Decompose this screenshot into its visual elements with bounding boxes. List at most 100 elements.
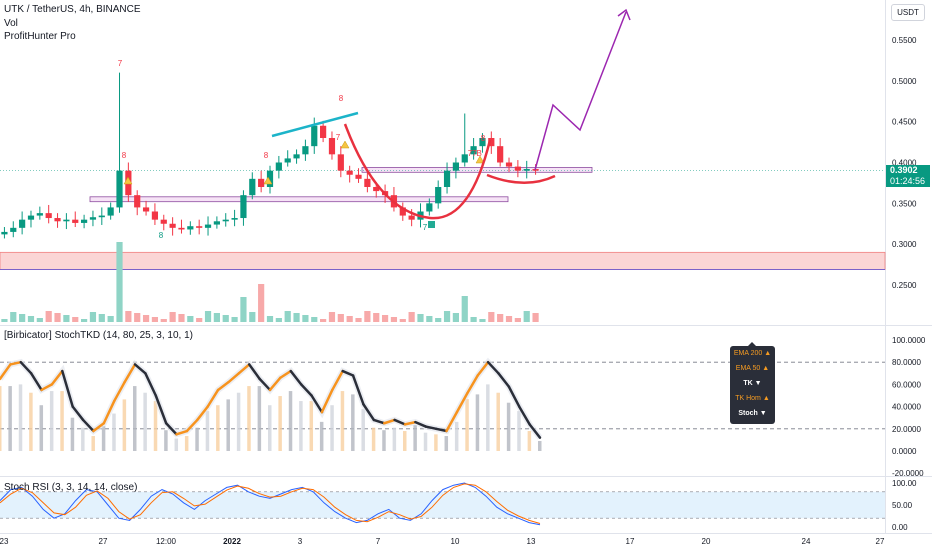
stoch-tick-label: -20.0000: [892, 469, 924, 478]
candle: [134, 195, 141, 208]
volume-bar: [399, 319, 406, 322]
price-tick-label: 0.4000: [892, 159, 917, 168]
volume-bar: [169, 312, 176, 322]
stoch-line-segment: [476, 360, 490, 377]
volume-bar: [98, 314, 105, 322]
volume-bar: [497, 314, 504, 322]
popup-tk: TK ▼: [743, 380, 762, 387]
stoch-line-segment: [61, 369, 74, 408]
stoch-line-segment: [372, 418, 386, 425]
candle: [63, 219, 70, 222]
volume-bar: [390, 317, 398, 322]
candle: [505, 162, 513, 167]
volume-bar: [151, 317, 159, 322]
candle: [443, 170, 451, 187]
stoch-line-segment: [434, 427, 448, 433]
candle: [426, 203, 433, 212]
stoch-histogram-bar: [392, 427, 397, 451]
stoch-line-segment: [517, 405, 531, 426]
stoch-line-segment: [19, 360, 33, 375]
volume-bar: [249, 312, 256, 322]
stoch-histogram-bar: [268, 405, 272, 451]
stoch-line-segment: [403, 420, 417, 426]
stoch-line-segment: [216, 380, 230, 392]
stoch-line-segment: [206, 388, 220, 408]
currency-button[interactable]: USDT: [891, 4, 925, 21]
stoch-histogram-bar: [8, 386, 12, 451]
stoch-rsi-pane[interactable]: [0, 482, 885, 526]
stoch-line-segment: [466, 374, 479, 395]
stoch-tick-label: 40.0000: [892, 403, 921, 412]
volume-bar: [461, 296, 468, 322]
stoch-histogram-bar: [184, 436, 189, 451]
stoch-histogram-bar: [454, 421, 459, 451]
stoch-line-segment: [92, 422, 106, 433]
volume-bar: [426, 316, 433, 322]
stoch-histogram-bar: [101, 426, 106, 451]
stoch-line-segment: [133, 363, 147, 375]
volume-bar: [346, 316, 353, 322]
candle: [72, 219, 79, 223]
candle: [222, 219, 229, 222]
candle: [107, 207, 114, 216]
stoch-histogram-bar: [257, 386, 262, 451]
symbol-legend[interactable]: UTK / TetherUS, 4h, BINANCE: [4, 4, 141, 15]
stoch-rsi-legend[interactable]: Stoch RSI (3, 3, 14, 14, close): [4, 482, 138, 493]
volume-legend[interactable]: Vol: [4, 18, 18, 29]
candle: [514, 166, 521, 171]
time-tick-label: 24: [802, 537, 811, 546]
popup-tk-hom: TK Hom ▲: [735, 395, 770, 402]
candle: [497, 146, 504, 163]
volume-bar: [258, 284, 265, 322]
stoch-line-segment: [9, 360, 23, 366]
signal-label: 8: [339, 94, 344, 103]
candle: [346, 170, 353, 175]
candle: [160, 219, 167, 224]
signal-label: 7: [336, 133, 341, 142]
stochtkd-legend[interactable]: [Birbicator] StochTKD (14, 80, 25, 3, 10…: [4, 330, 193, 341]
stoch-line-segment: [123, 363, 137, 384]
stoch-line-segment: [424, 425, 438, 431]
stoch-histogram-bar: [122, 399, 127, 451]
stoch-histogram-bar: [278, 396, 282, 451]
candle: [320, 125, 327, 138]
stoch-line-segment: [112, 380, 126, 403]
stoch-line-segment: [71, 405, 85, 422]
volume-bar: [337, 314, 344, 322]
price-tick-label: 0.5000: [892, 77, 917, 86]
stoch-histogram-bar: [226, 399, 230, 451]
candle: [81, 219, 88, 223]
stoch-histogram-bar: [496, 392, 500, 451]
stoch-line-segment: [289, 369, 303, 386]
warning-icon: [475, 155, 485, 164]
stoch-histogram-bar: [195, 427, 199, 451]
stoch-histogram-bar: [112, 413, 116, 451]
time-tick-label: 20: [702, 537, 711, 546]
stoch-histogram-bar: [475, 394, 480, 451]
stoch-histogram-bar: [236, 392, 241, 451]
stoch-histogram-bar: [60, 391, 64, 451]
candle: [311, 125, 318, 147]
stochtkd-pane[interactable]: [0, 357, 885, 451]
stoch-histogram-bar: [91, 436, 95, 451]
indicator-legend[interactable]: ProfitHunter Pro: [4, 31, 76, 42]
stoch-line-segment: [154, 394, 168, 425]
volume-bar: [45, 311, 52, 322]
stoch-line-segment: [237, 363, 251, 375]
volume-bar: [452, 313, 459, 322]
candle: [240, 195, 247, 219]
volume-bar: [488, 312, 495, 322]
time-tick-label: 3: [298, 537, 303, 546]
volume-bar: [328, 312, 336, 322]
buy-marker-icon: [428, 221, 435, 228]
stoch-line-segment: [279, 369, 293, 379]
candle: [452, 162, 459, 171]
signal-label: 8: [481, 134, 486, 143]
resistance-band: [0, 251, 886, 270]
volume-bar: [408, 312, 415, 322]
stoch-histogram-bar: [423, 432, 428, 451]
candle: [399, 207, 406, 216]
price-tick-label: 0.3000: [892, 240, 917, 249]
